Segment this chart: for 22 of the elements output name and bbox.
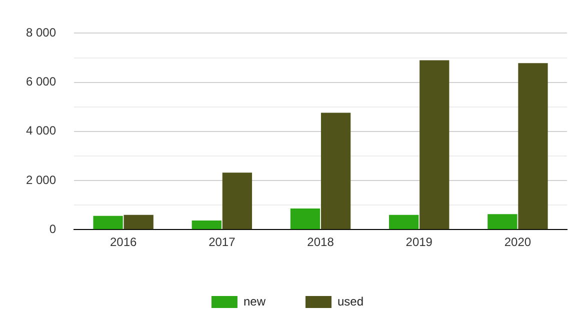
bar	[93, 216, 123, 230]
y-tick-label: 4 000	[26, 124, 56, 138]
bar	[518, 63, 548, 230]
x-tick-label: 2018	[307, 235, 334, 250]
bar	[192, 220, 222, 230]
x-tick-label: 2020	[504, 235, 532, 250]
x-tick-label: 2016	[110, 235, 137, 250]
x-tick-label: 2017	[208, 235, 236, 250]
y-tick-label: 2 000	[26, 172, 56, 187]
bar	[290, 208, 320, 230]
bar	[222, 172, 252, 230]
y-tick-label: 0	[49, 222, 56, 236]
legend-label: new	[243, 294, 266, 308]
bar	[389, 214, 419, 230]
y-tick-label: 6 000	[26, 74, 56, 89]
x-tick-label: 2019	[406, 235, 433, 250]
bar	[420, 60, 450, 230]
bar	[320, 112, 351, 230]
legend-label: used	[337, 294, 364, 308]
bar	[488, 214, 518, 230]
y-tick-label: 8 000	[26, 26, 56, 40]
bar	[124, 214, 154, 230]
